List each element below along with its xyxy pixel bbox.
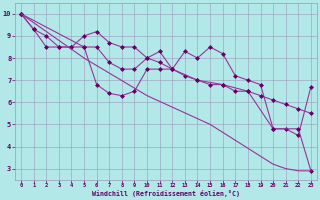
X-axis label: Windchill (Refroidissement éolien,°C): Windchill (Refroidissement éolien,°C) <box>92 190 240 197</box>
